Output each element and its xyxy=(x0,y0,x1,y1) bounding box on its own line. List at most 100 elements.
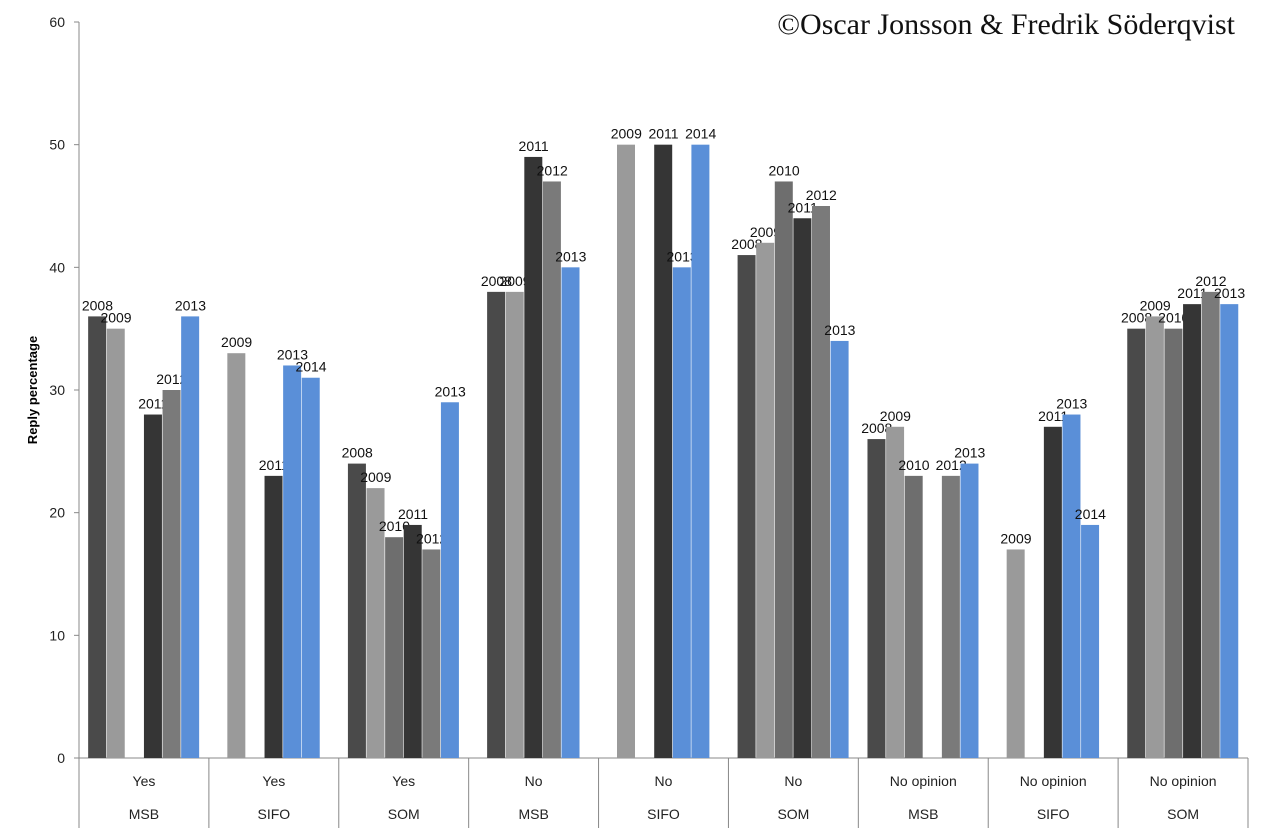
bar xyxy=(106,328,125,758)
x-category-source-label: SIFO xyxy=(1037,806,1070,822)
bar xyxy=(1127,328,1146,758)
bar-data-label: 2012 xyxy=(537,162,568,178)
bar-data-label: 2011 xyxy=(1177,285,1207,301)
x-category-answer-label: Yes xyxy=(262,773,285,789)
bar xyxy=(756,242,775,759)
bar xyxy=(886,426,905,758)
bar xyxy=(88,316,107,758)
x-category-source-label: SOM xyxy=(1167,806,1199,822)
bar xyxy=(941,475,960,758)
bar xyxy=(283,365,302,758)
bar xyxy=(487,291,506,758)
bar-data-label: 2010 xyxy=(379,518,410,534)
bar-data-label: 2011 xyxy=(259,457,289,473)
bar-data-label: 2014 xyxy=(295,359,326,375)
x-category-source-label: SIFO xyxy=(257,806,290,822)
bar xyxy=(1081,524,1100,758)
bar-data-label: 2014 xyxy=(1075,506,1106,522)
bar-data-label: 2013 xyxy=(435,383,466,399)
bar-data-label: 2013 xyxy=(954,445,985,461)
bar xyxy=(542,181,561,758)
bar xyxy=(904,475,923,758)
bar-data-label: 2012 xyxy=(156,371,187,387)
x-category-answer-label: Yes xyxy=(392,773,415,789)
bar-data-label: 2009 xyxy=(1000,530,1031,546)
x-category-answer-label: Yes xyxy=(133,773,156,789)
bar-data-label: 2008 xyxy=(82,297,113,313)
x-category-answer-label: No xyxy=(655,773,673,789)
bar-data-label: 2012 xyxy=(1195,273,1226,289)
bar-data-label: 2011 xyxy=(1038,408,1068,424)
bar xyxy=(385,537,404,758)
bar-data-label: 2009 xyxy=(100,310,131,326)
x-category-source-label: SOM xyxy=(388,806,420,822)
bar-data-label: 2013 xyxy=(175,297,206,313)
y-tick-label: 50 xyxy=(49,137,65,153)
x-category-answer-label: No opinion xyxy=(890,773,957,789)
x-category-answer-label: No xyxy=(784,773,802,789)
bar xyxy=(422,549,441,758)
bar xyxy=(1062,414,1081,758)
bar-data-label: 2013 xyxy=(1056,396,1087,412)
bar-data-label: 2011 xyxy=(138,396,168,412)
y-tick-label: 60 xyxy=(49,14,65,30)
bar-data-label: 2008 xyxy=(861,420,892,436)
bar xyxy=(181,316,200,758)
bar-data-label: 2010 xyxy=(1158,310,1189,326)
bar-data-label: 2012 xyxy=(936,457,967,473)
bar xyxy=(811,206,830,758)
bar xyxy=(366,488,385,758)
bar xyxy=(143,414,162,758)
bar-data-label: 2014 xyxy=(685,126,716,142)
bar-data-label: 2011 xyxy=(648,126,678,142)
bar-data-label: 2011 xyxy=(519,138,549,154)
x-category-source-label: MSB xyxy=(129,806,159,822)
bar xyxy=(672,267,691,758)
y-tick-label: 30 xyxy=(49,382,65,398)
bar-data-label: 2009 xyxy=(750,224,781,240)
bar-data-label: 2013 xyxy=(1214,285,1245,301)
bar-data-label: 2008 xyxy=(1121,310,1152,326)
bar-data-label: 2012 xyxy=(416,530,447,546)
bar xyxy=(227,353,246,758)
bar xyxy=(793,218,812,758)
bar-data-label: 2012 xyxy=(806,187,837,203)
x-category-source-label: SOM xyxy=(777,806,809,822)
x-category-answer-label: No xyxy=(525,773,543,789)
bar-data-label: 2011 xyxy=(788,199,818,215)
bar xyxy=(561,267,580,758)
bar xyxy=(830,340,849,758)
bar-data-label: 2010 xyxy=(898,457,929,473)
bar xyxy=(1220,304,1239,758)
bar xyxy=(654,144,673,758)
bar xyxy=(867,439,886,758)
bar-data-label: 2009 xyxy=(360,469,391,485)
bar xyxy=(440,402,459,758)
bar xyxy=(403,524,422,758)
x-category-answer-label: No opinion xyxy=(1020,773,1087,789)
bar-data-label: 2013 xyxy=(277,346,308,362)
bar-data-label: 2013 xyxy=(824,322,855,338)
bar-data-label: 2009 xyxy=(611,126,642,142)
bar xyxy=(1006,549,1025,758)
copyright-text: ©Oscar Jonsson & Fredrik Söderqvist xyxy=(777,8,1235,41)
bar-data-label: 2009 xyxy=(1140,297,1171,313)
y-tick-label: 40 xyxy=(49,259,65,275)
bar-data-label: 2008 xyxy=(731,236,762,252)
bar-data-label: 2010 xyxy=(769,162,800,178)
bar xyxy=(264,475,283,758)
bar xyxy=(301,377,320,758)
bar xyxy=(774,181,793,758)
bar-data-label: 2008 xyxy=(342,445,373,461)
bar xyxy=(1043,426,1062,758)
bar xyxy=(1145,316,1164,758)
x-category-source-label: MSB xyxy=(908,806,938,822)
bar xyxy=(960,463,979,758)
y-tick-label: 0 xyxy=(57,750,65,766)
bar xyxy=(691,144,710,758)
bar-data-label: 2013 xyxy=(555,248,586,264)
bar-data-label: 2009 xyxy=(221,334,252,350)
bar xyxy=(737,255,756,759)
